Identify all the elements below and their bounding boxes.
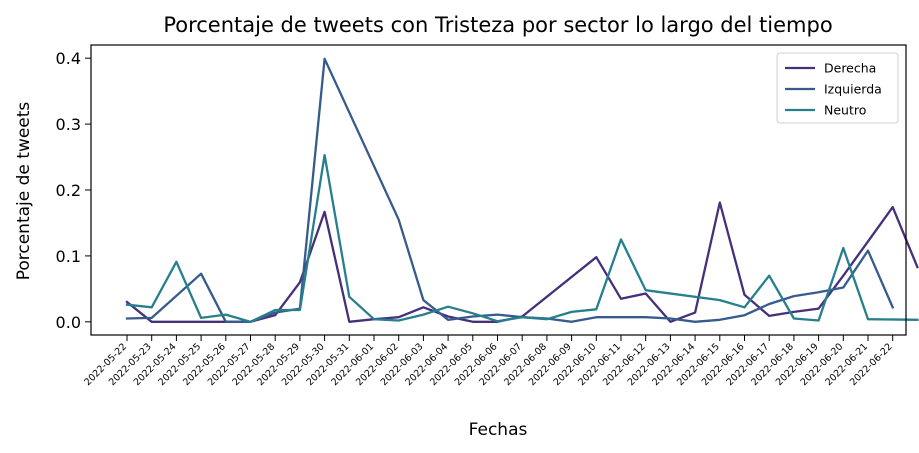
y-tick-label: 0.3 xyxy=(56,115,81,134)
y-tick-label: 0.4 xyxy=(56,49,81,68)
y-axis: 0.0 0.1 0.2 0.3 0.4 xyxy=(56,49,91,332)
plot-series xyxy=(125,57,919,323)
plot-area-frame xyxy=(90,44,907,336)
legend-label-izquierda: Izquierda xyxy=(824,82,882,97)
y-tick-label: 0.1 xyxy=(56,247,81,266)
y-tick-label: 0.2 xyxy=(56,181,81,200)
chart-title: Porcentaje de tweets con Tristeza por se… xyxy=(163,13,832,37)
series-line-neutro xyxy=(125,153,919,323)
legend-label-neutro: Neutro xyxy=(824,103,866,118)
legend-box xyxy=(776,52,899,124)
legend: Derecha Izquierda Neutro xyxy=(776,52,899,124)
x-axis-label: Fechas xyxy=(469,420,528,440)
legend-label-derecha: Derecha xyxy=(824,61,876,76)
y-tick-label: 0.0 xyxy=(56,313,81,332)
y-axis-label: Porcentaje de tweets xyxy=(14,102,34,281)
